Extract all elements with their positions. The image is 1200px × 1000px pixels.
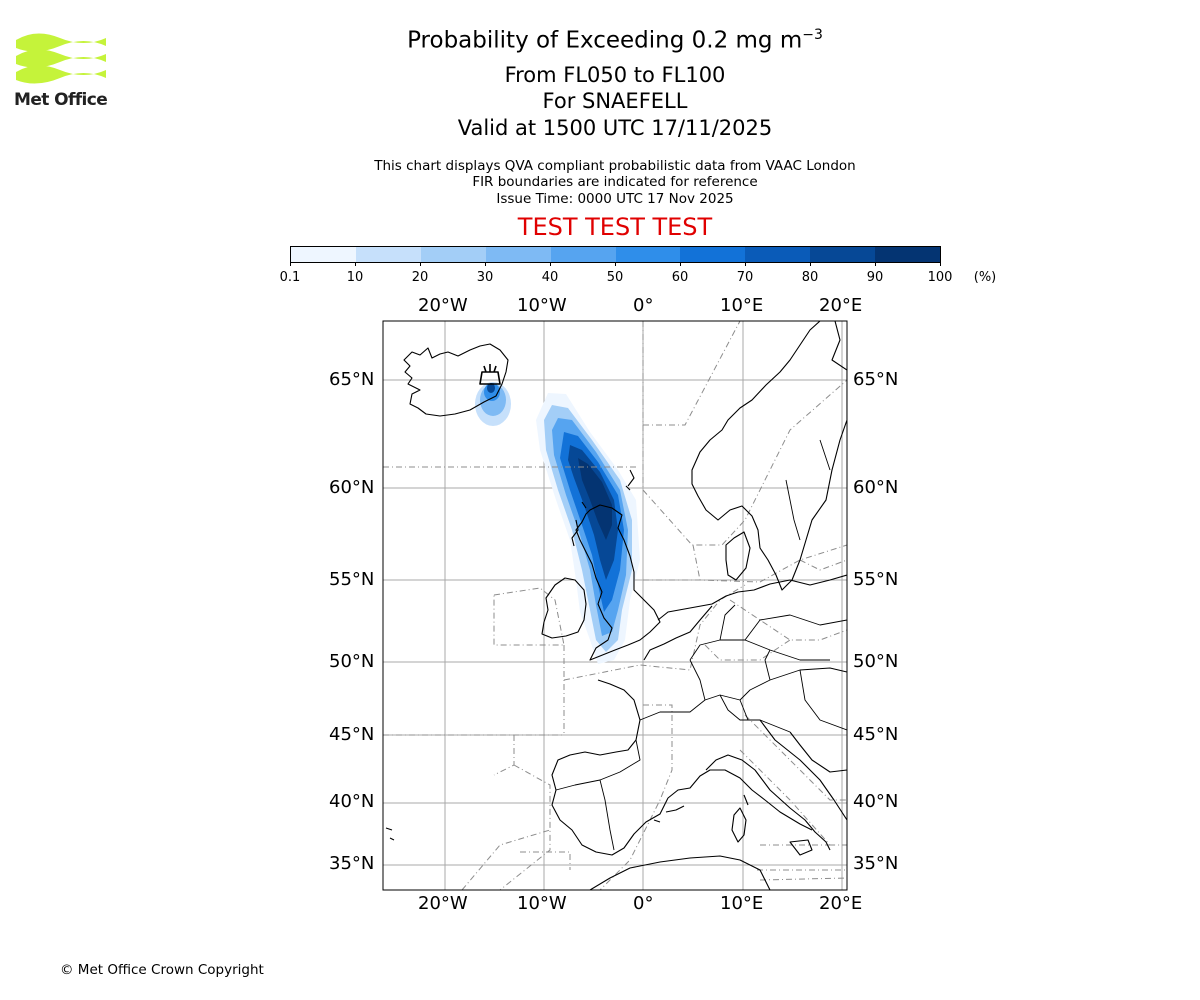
test-banner: TEST TEST TEST bbox=[517, 213, 713, 241]
colorbar-tick bbox=[875, 262, 876, 266]
plume-main bbox=[536, 393, 640, 664]
colorbar-tick bbox=[485, 262, 486, 266]
colorbar-swatch bbox=[875, 247, 941, 262]
colorbar-tick-label: 10 bbox=[346, 270, 364, 285]
lon-label-top: 20°E bbox=[819, 295, 863, 316]
colorbar-tick-label: 70 bbox=[736, 270, 754, 285]
lon-label-top: 20°W bbox=[418, 295, 468, 316]
info-line-1: This chart displays QVA compliant probab… bbox=[374, 158, 856, 174]
colorbar-tick bbox=[940, 262, 941, 266]
lon-label-bottom: 10°E bbox=[720, 893, 764, 914]
colorbar-tick-label: 60 bbox=[671, 270, 689, 285]
colorbar-unit: (%) bbox=[973, 270, 997, 285]
lat-label-left: 65°N bbox=[329, 369, 375, 390]
colorbar-tick-label: 40 bbox=[541, 270, 559, 285]
lon-label-bottom: 10°W bbox=[517, 893, 567, 914]
met-office-waves-icon bbox=[16, 33, 106, 84]
plume-iceland bbox=[475, 382, 511, 426]
colorbar-swatch bbox=[355, 247, 421, 262]
colorbar-swatch bbox=[810, 247, 876, 262]
lat-label-left: 55°N bbox=[329, 569, 375, 590]
volcano-name: For SNAEFELL bbox=[542, 89, 688, 113]
colorbar-tick bbox=[550, 262, 551, 266]
copyright: © Met Office Crown Copyright bbox=[60, 962, 264, 978]
colorbar-tick-label: 50 bbox=[606, 270, 624, 285]
lon-label-top: 10°W bbox=[517, 295, 567, 316]
colorbar-swatch bbox=[291, 247, 356, 262]
colorbar-tick bbox=[745, 262, 746, 266]
lon-label-bottom: 20°E bbox=[819, 893, 863, 914]
lat-label-right: 40°N bbox=[853, 791, 899, 812]
colorbar-tick-label: 20 bbox=[411, 270, 429, 285]
lat-label-right: 50°N bbox=[853, 651, 899, 672]
flight-level-range: From FL050 to FL100 bbox=[504, 63, 726, 87]
colorbar-tick-label: 90 bbox=[866, 270, 884, 285]
colorbar-swatch bbox=[420, 247, 486, 262]
colorbar-swatch bbox=[550, 247, 616, 262]
colorbar-tick-label: 80 bbox=[801, 270, 819, 285]
colorbar-tick bbox=[680, 262, 681, 266]
colorbar-tick bbox=[615, 262, 616, 266]
coastlines bbox=[385, 321, 847, 890]
valid-time: Valid at 1500 UTC 17/11/2025 bbox=[457, 116, 773, 140]
colorbar-tick bbox=[420, 262, 421, 266]
met-office-logo: Met Office bbox=[14, 30, 109, 112]
logo-text: Met Office bbox=[14, 90, 108, 110]
lat-label-right: 55°N bbox=[853, 569, 899, 590]
colorbar-tick-label: 0.1 bbox=[279, 270, 301, 285]
colorbar-swatch bbox=[745, 247, 811, 262]
lat-label-left: 50°N bbox=[329, 651, 375, 672]
lat-label-right: 60°N bbox=[853, 477, 899, 498]
lat-label-left: 60°N bbox=[329, 477, 375, 498]
colorbar-swatch bbox=[615, 247, 681, 262]
lon-label-bottom: 0° bbox=[633, 893, 654, 914]
lat-label-right: 35°N bbox=[853, 853, 899, 874]
chart-title: Probability of Exceeding 0.2 mg m−3 bbox=[407, 27, 823, 54]
colorbar-swatch bbox=[485, 247, 551, 262]
lat-label-left: 35°N bbox=[329, 853, 375, 874]
colorbar-tick bbox=[355, 262, 356, 266]
ash-plume bbox=[475, 382, 640, 664]
colorbar-tick-label: 30 bbox=[476, 270, 494, 285]
info-line-2: FIR boundaries are indicated for referen… bbox=[472, 174, 758, 190]
lon-label-top: 10°E bbox=[720, 295, 764, 316]
colorbar-swatch bbox=[680, 247, 746, 262]
issue-time: Issue Time: 0000 UTC 17 Nov 2025 bbox=[496, 191, 734, 207]
lat-label-right: 45°N bbox=[853, 724, 899, 745]
colorbar-tick bbox=[290, 262, 291, 266]
map-frame bbox=[382, 320, 848, 891]
lat-label-right: 65°N bbox=[853, 369, 899, 390]
colorbar-tick bbox=[810, 262, 811, 266]
colorbar-ticks: (%) 0.1 10 20 30 40 50 60 70 80 90 100 bbox=[0, 262, 1200, 292]
colorbar-tick-label: 100 bbox=[927, 270, 953, 285]
lat-label-left: 45°N bbox=[329, 724, 375, 745]
lon-label-top: 0° bbox=[633, 295, 654, 316]
lon-label-bottom: 20°W bbox=[418, 893, 468, 914]
lat-label-left: 40°N bbox=[329, 791, 375, 812]
